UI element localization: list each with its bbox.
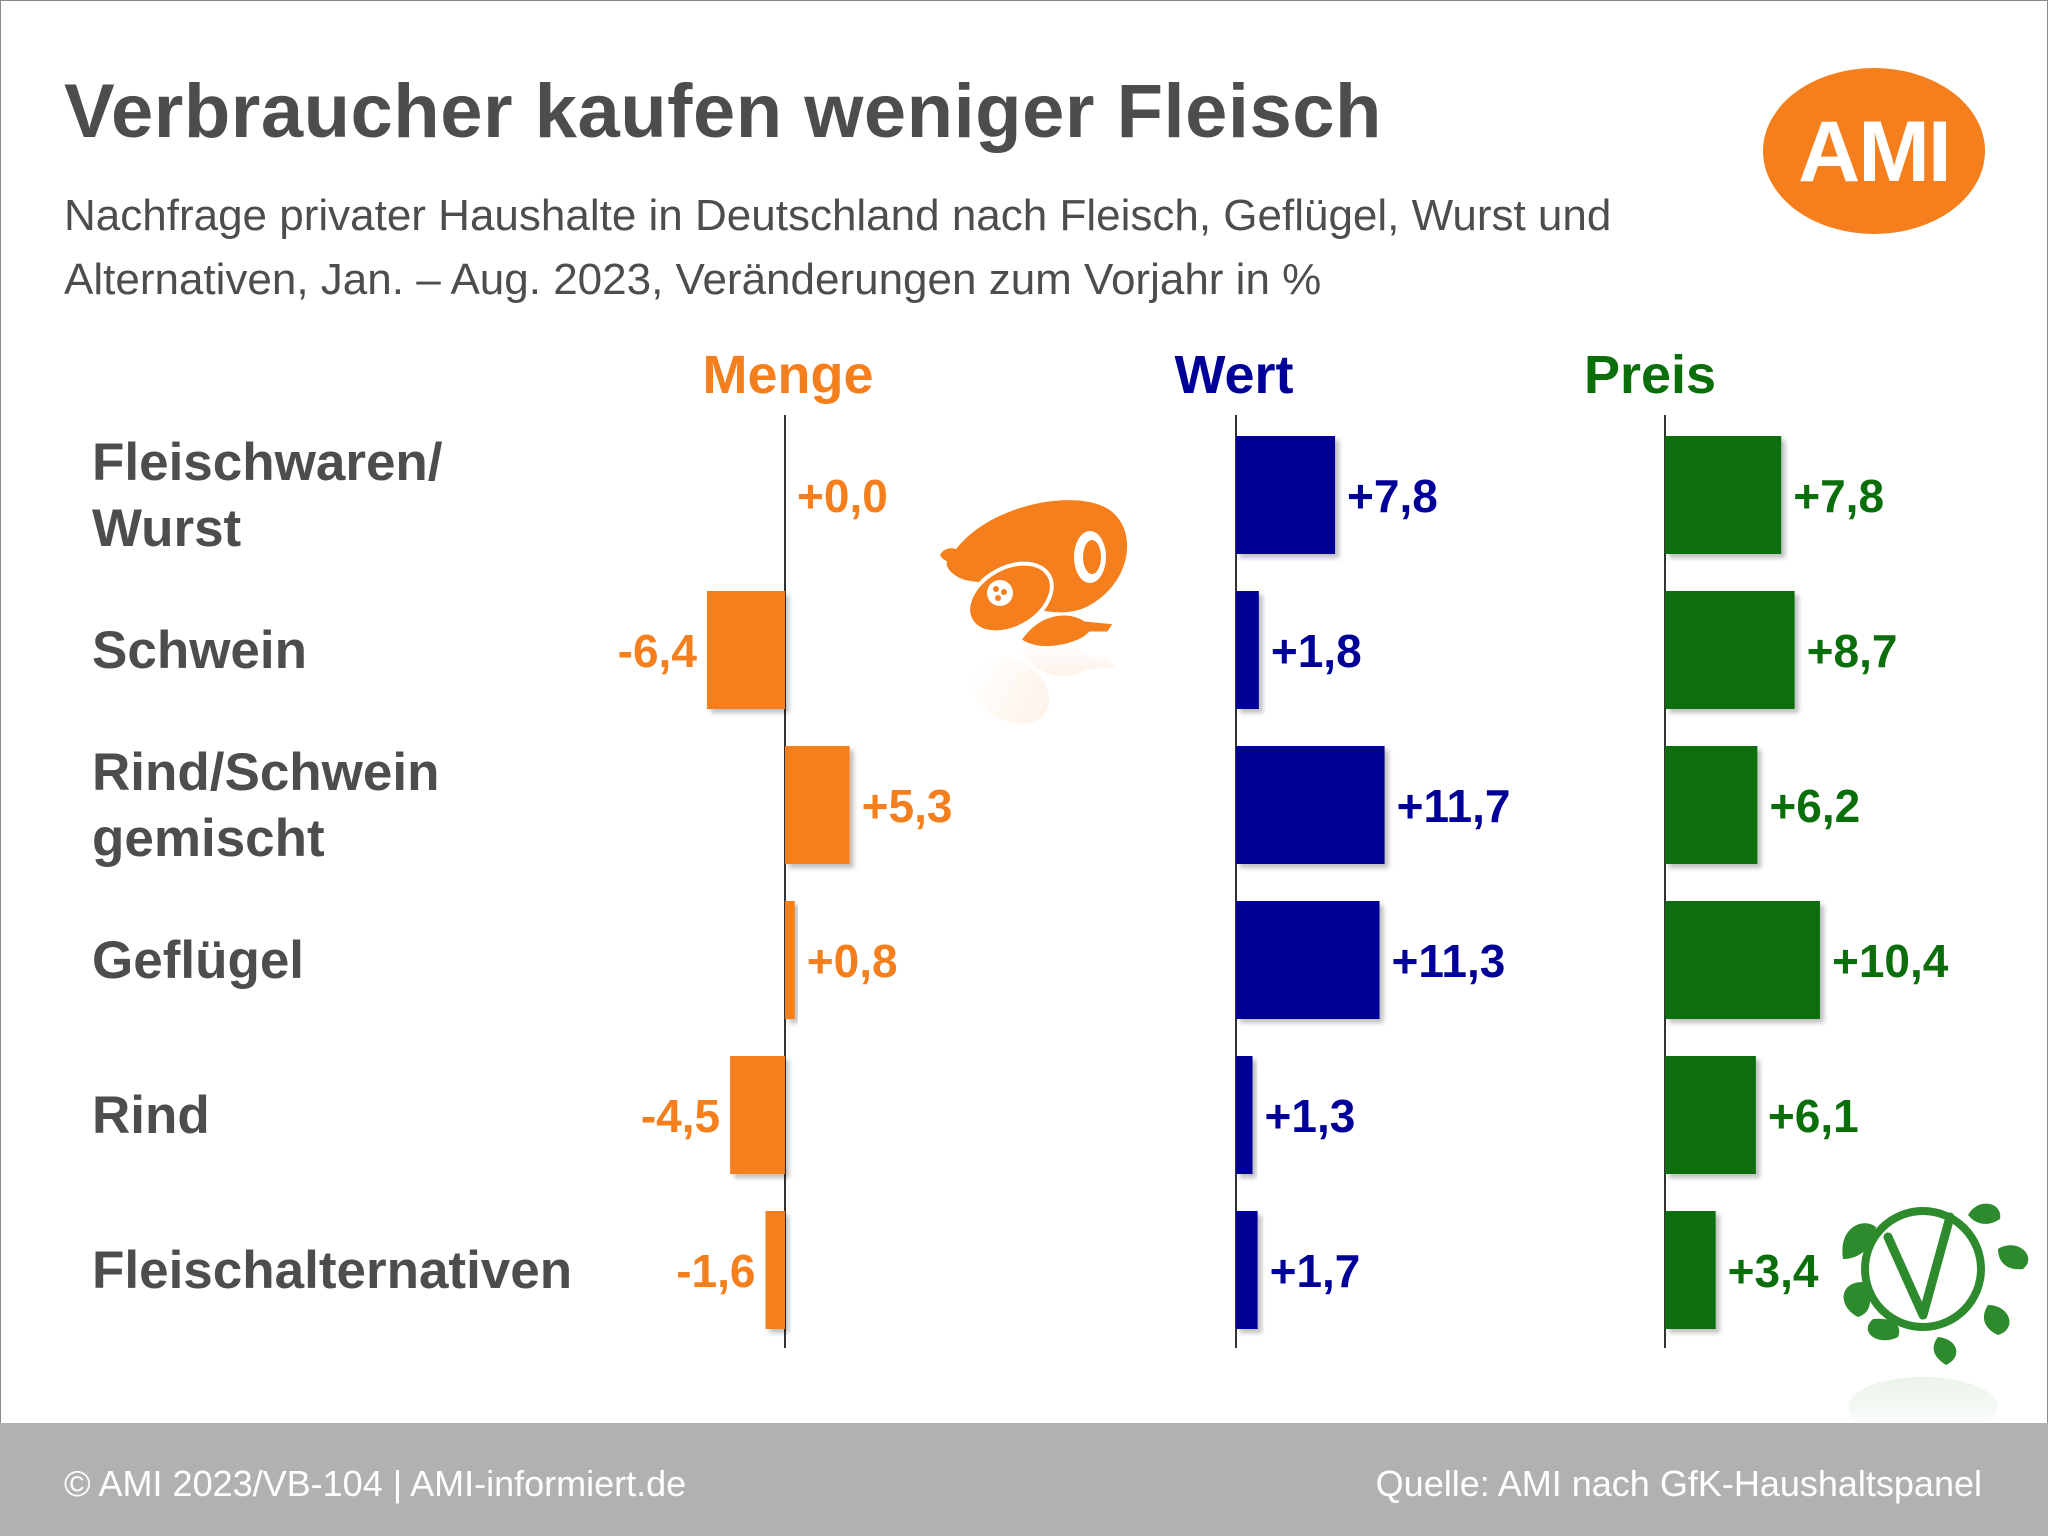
bar-preis [1665, 591, 1795, 709]
vegan-leaf-icon [1842, 1203, 2029, 1423]
source-text: Quelle: AMI nach GfK-Haushaltspanel [1375, 1463, 1982, 1504]
bar-wert [1236, 591, 1259, 709]
ami-logo: AMI [1763, 68, 1985, 234]
value-label-wert: +1,7 [1270, 1245, 1361, 1297]
category-label: Schwein [92, 621, 307, 680]
page-subtitle: Nachfrage privater Haushalte in Deutschl… [64, 191, 1612, 304]
series-header-wert: Wert [1174, 345, 1293, 405]
value-label-menge: +0,0 [797, 470, 888, 522]
meat-icon [940, 500, 1128, 724]
value-label-menge: +5,3 [862, 780, 953, 832]
series-header-menge: Menge [702, 345, 873, 405]
series-header-preis: Preis [1584, 345, 1716, 405]
category-label: Rind/Schwein [92, 743, 439, 802]
value-label-wert: +1,3 [1265, 1090, 1356, 1142]
logo-text: AMI [1798, 103, 1952, 200]
value-label-menge: -6,4 [618, 625, 698, 677]
bar-menge [785, 901, 795, 1019]
value-label-preis: +8,7 [1807, 625, 1898, 677]
bar-wert [1236, 746, 1385, 864]
value-label-wert: +11,3 [1392, 935, 1506, 987]
value-label-preis: +10,4 [1832, 935, 1949, 987]
bar-preis [1665, 1211, 1716, 1329]
bar-wert [1236, 1211, 1258, 1329]
value-label-preis: +3,4 [1728, 1245, 1819, 1297]
category-label: Fleischwaren/ [92, 433, 443, 492]
bar-chart: Menge Wert Preis Fleischwaren/Wurst Schwein… [92, 345, 2029, 1423]
value-label-menge: -4,5 [641, 1090, 720, 1142]
value-label-menge: +0,8 [807, 935, 898, 987]
footer-bar: © AMI 2023/VB-104 | AMI-informiert.de Qu… [0, 1423, 2048, 1536]
bar-wert [1236, 436, 1336, 554]
value-label-wert: +11,7 [1397, 780, 1511, 832]
bar-preis [1665, 436, 1782, 554]
value-label-wert: +7,8 [1347, 470, 1438, 522]
bar-preis [1665, 901, 1820, 1019]
value-label-preis: +7,8 [1793, 470, 1884, 522]
bar-preis [1665, 746, 1758, 864]
category-label: Fleischalternativen [92, 1241, 572, 1300]
bar-menge [706, 591, 785, 709]
category-label: gemischt [92, 809, 325, 868]
bar-preis [1665, 1056, 1756, 1174]
value-label-preis: +6,1 [1768, 1090, 1859, 1142]
category-label: Geflügel [92, 931, 304, 990]
page-title: Verbraucher kaufen weniger Fleisch [64, 69, 1382, 154]
copyright-text: © AMI 2023/VB-104 | AMI-informiert.de [64, 1463, 687, 1504]
bar-wert [1236, 1056, 1253, 1174]
value-label-preis: +6,2 [1769, 780, 1860, 832]
bar-wert [1236, 901, 1380, 1019]
category-label: Wurst [92, 499, 241, 558]
bar-menge [765, 1211, 785, 1329]
bar-menge [785, 746, 850, 864]
value-label-menge: -1,6 [676, 1245, 755, 1297]
bar-menge [730, 1056, 785, 1174]
category-label: Rind [92, 1086, 210, 1145]
value-label-wert: +1,8 [1271, 625, 1362, 677]
